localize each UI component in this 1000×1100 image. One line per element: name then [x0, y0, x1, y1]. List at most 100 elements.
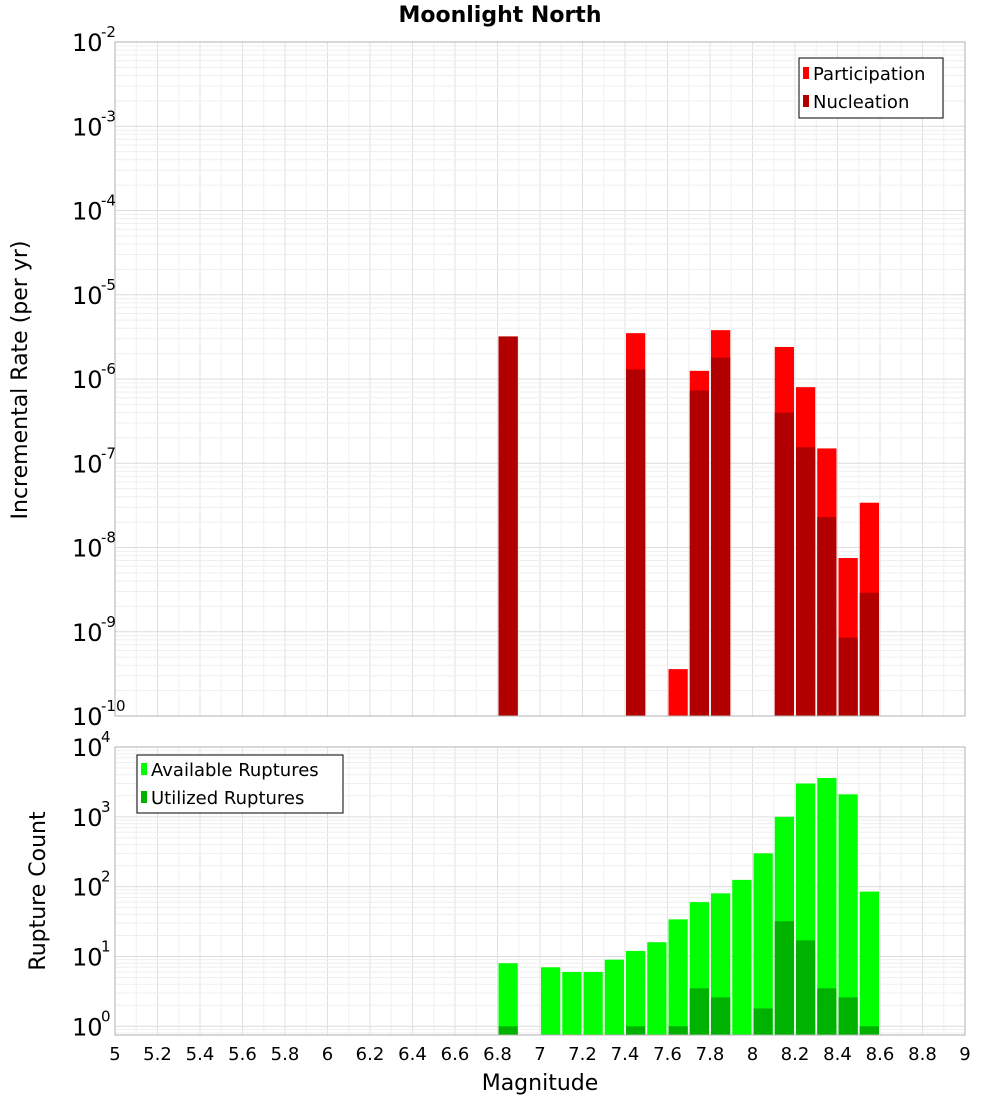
rate-plot-bars	[498, 330, 879, 716]
utilized-ruptures-bar	[626, 1026, 646, 1035]
available-ruptures-bar	[647, 942, 667, 1035]
x-tick-label: 6.4	[398, 1044, 427, 1065]
x-tick-label: 6	[322, 1044, 333, 1065]
y-tick-base: 10	[72, 282, 103, 310]
available-ruptures-bar	[753, 853, 773, 1035]
y-tick-base: 10	[72, 113, 103, 141]
available-ruptures-bar	[498, 963, 518, 1035]
nucleation-bar	[626, 369, 646, 716]
nucleation-bar	[498, 336, 518, 716]
x-tick-label: 8.6	[866, 1044, 895, 1065]
chart-title: Moonlight North	[398, 3, 601, 28]
y-tick-base: 10	[72, 874, 103, 902]
y-tick-base: 10	[72, 450, 103, 478]
x-tick-label: 5	[109, 1044, 120, 1065]
x-tick-label: 5.8	[271, 1044, 300, 1065]
rate-y-tick: 10-8	[72, 529, 116, 563]
rate-y-axis-label: Incremental Rate (per yr)	[8, 241, 33, 520]
nucleation-bar	[774, 412, 794, 716]
available-ruptures-bar	[604, 959, 624, 1035]
utilized-ruptures-bar	[796, 940, 816, 1035]
legend-participation-swatch	[803, 67, 809, 79]
legend-available-swatch	[141, 763, 147, 775]
x-tick-label: 6.8	[483, 1044, 512, 1065]
nucleation-bar	[689, 390, 709, 716]
legend-available-label: Available Ruptures	[151, 760, 319, 781]
utilized-ruptures-bar	[817, 988, 837, 1035]
x-tick-label: 5.6	[228, 1044, 257, 1065]
utilized-ruptures-bar	[753, 1008, 773, 1035]
y-tick-exponent: -2	[101, 23, 116, 41]
nucleation-bar	[711, 357, 731, 716]
available-ruptures-bar	[541, 967, 561, 1035]
count-y-tick: 102	[72, 868, 111, 902]
utilized-ruptures-bar	[668, 1026, 688, 1035]
utilized-ruptures-bar	[838, 997, 858, 1035]
count-y-tick: 104	[72, 728, 111, 762]
y-tick-exponent: 0	[101, 1007, 111, 1025]
utilized-ruptures-bar	[498, 1026, 518, 1035]
rate-y-tick: 10-3	[72, 107, 116, 141]
available-ruptures-bar	[562, 971, 582, 1035]
count-plot-bars	[498, 777, 879, 1035]
count-plot-frame	[114, 746, 966, 1036]
y-tick-base: 10	[72, 535, 103, 563]
rate-y-tick: 10-9	[72, 613, 116, 647]
rate-y-tick: 10-5	[72, 276, 116, 310]
y-tick-exponent: 2	[101, 868, 111, 886]
x-tick-label: 6.6	[441, 1044, 470, 1065]
available-ruptures-bar	[732, 879, 752, 1035]
nucleation-bar	[859, 592, 879, 716]
y-tick-base: 10	[72, 198, 103, 226]
x-tick-label: 8.4	[823, 1044, 852, 1065]
x-tick-label: 8	[747, 1044, 758, 1065]
count-y-tick: 101	[72, 937, 111, 971]
rate-y-tick: 10-2	[72, 23, 116, 57]
legend-utilized-swatch	[141, 791, 147, 803]
x-tick-label: 7.6	[653, 1044, 682, 1065]
x-tick-label: 5.2	[143, 1044, 172, 1065]
rate-plot-frame	[114, 41, 966, 717]
y-tick-base: 10	[72, 703, 103, 731]
y-tick-exponent: -5	[101, 276, 116, 294]
nucleation-bar	[796, 447, 816, 716]
utilized-ruptures-bar	[711, 997, 731, 1035]
available-ruptures-bar	[583, 971, 603, 1035]
count-y-tick: 100	[72, 1007, 111, 1041]
x-tick-label: 7.2	[568, 1044, 597, 1065]
rate-y-tick: 10-7	[72, 444, 116, 478]
x-tick-labels: 5 5.2 5.4 5.6 5.8 6 6.2 6.4 6.6 6.8 7 7.2 7.4 7.6 7.8 8…	[109, 1044, 970, 1065]
utilized-ruptures-bar	[774, 921, 794, 1035]
y-tick-exponent: -4	[101, 192, 116, 210]
participation-bar	[668, 669, 688, 716]
y-tick-base: 10	[72, 943, 103, 971]
y-tick-base: 10	[72, 1013, 103, 1041]
y-tick-exponent: -8	[101, 529, 116, 547]
y-tick-exponent: -3	[101, 107, 116, 125]
y-tick-base: 10	[72, 619, 103, 647]
y-tick-exponent: 3	[101, 798, 111, 816]
rate-y-tick: 10-10	[72, 697, 126, 731]
rate-plot-gridlines	[115, 41, 965, 717]
count-legend: Available Ruptures Utilized Ruptures	[136, 754, 344, 814]
count-y-axis-label: Rupture Count	[26, 811, 51, 971]
x-tick-label: 8.8	[908, 1044, 937, 1065]
rate-y-tick: 10-4	[72, 192, 116, 226]
x-tick-label: 9	[959, 1044, 970, 1065]
y-tick-base: 10	[72, 734, 103, 762]
x-tick-label: 7.8	[696, 1044, 725, 1065]
y-tick-exponent: -6	[101, 360, 116, 378]
y-tick-exponent: 1	[101, 937, 111, 955]
rate-legend: Participation Nucleation	[798, 57, 944, 119]
x-tick-label: 7.4	[611, 1044, 640, 1065]
available-ruptures-bar	[626, 950, 646, 1035]
x-axis-label: Magnitude	[482, 1071, 599, 1096]
utilized-ruptures-bar	[689, 988, 709, 1035]
legend-nucleation-label: Nucleation	[813, 92, 909, 113]
y-tick-exponent: -10	[101, 697, 126, 715]
x-tick-label: 6.2	[356, 1044, 385, 1065]
available-ruptures-bar	[838, 794, 858, 1035]
